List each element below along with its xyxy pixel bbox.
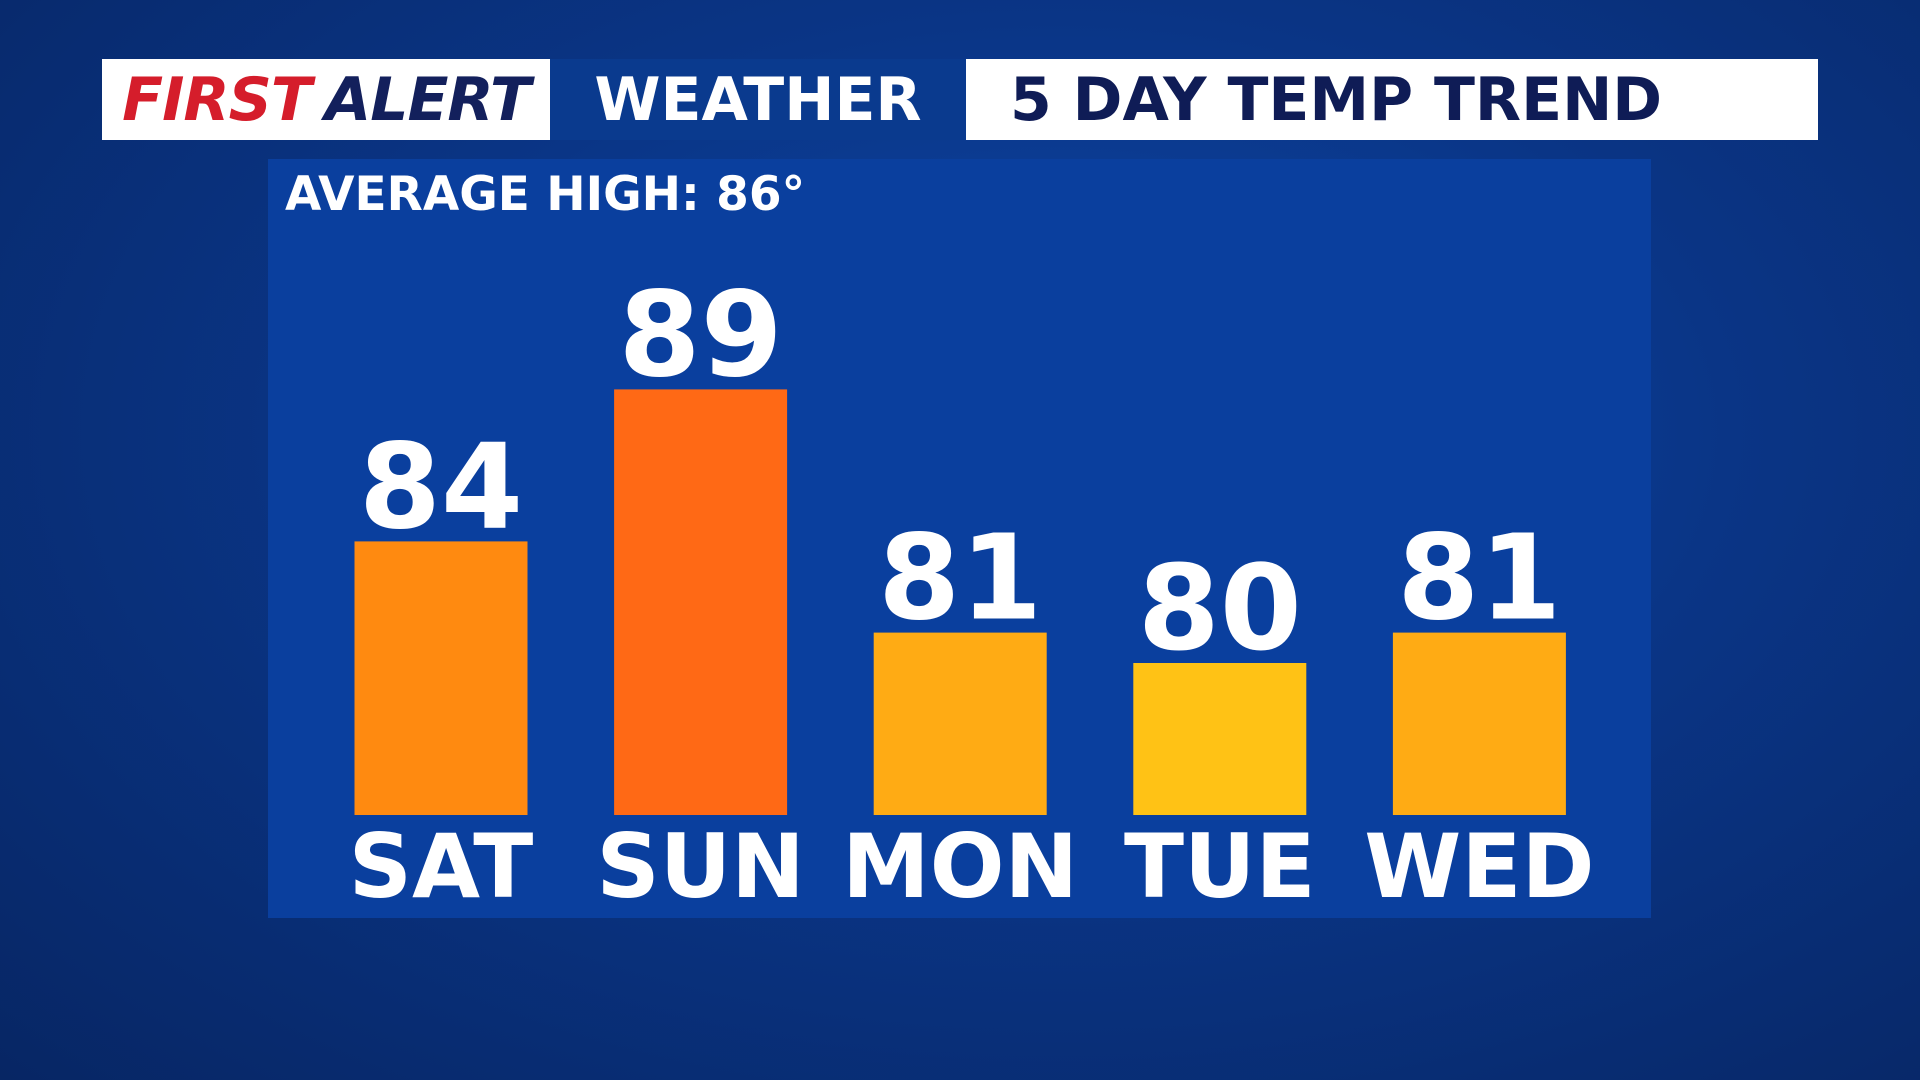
value-label: 89 xyxy=(618,265,782,403)
brand-second: ALERT xyxy=(324,64,531,135)
chart-subtitle: AVERAGE HIGH: 86° xyxy=(285,167,805,222)
value-label: 80 xyxy=(1138,539,1302,677)
bar xyxy=(614,389,788,815)
brand-first: FIRST xyxy=(122,64,312,135)
section-label: WEATHER xyxy=(550,59,966,140)
value-label: 84 xyxy=(359,417,523,555)
bar xyxy=(873,632,1047,815)
bar xyxy=(354,541,528,815)
bar xyxy=(1133,663,1307,815)
x-tick-label: TUE xyxy=(1124,815,1316,918)
value-label: 81 xyxy=(878,509,1042,647)
value-label: 81 xyxy=(1397,509,1561,647)
x-tick-label: SAT xyxy=(349,815,534,918)
x-tick-label: WED xyxy=(1364,815,1594,918)
bar xyxy=(1392,632,1566,815)
x-tick-label: SUN xyxy=(596,815,804,918)
brand-box: FIRST ALERT xyxy=(102,59,550,140)
x-tick-label: MON xyxy=(842,815,1078,918)
chart-title: 5 DAY TEMP TREND xyxy=(966,59,1818,140)
